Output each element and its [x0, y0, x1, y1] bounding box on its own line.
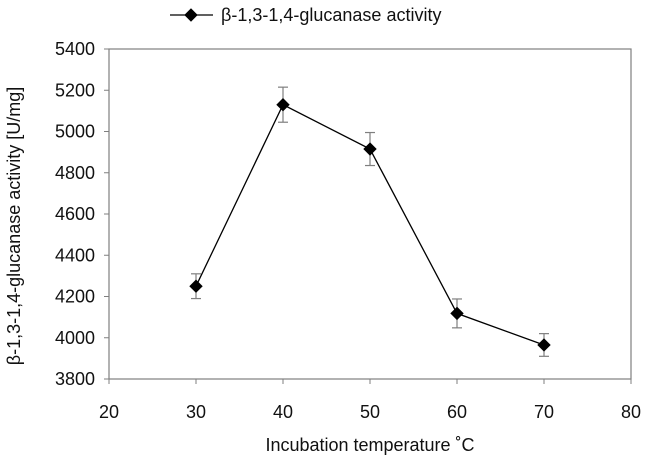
y-tick-label: 4000 [55, 328, 95, 348]
x-axis-ticks: 20 30 40 50 60 70 80 [99, 379, 641, 422]
y-tick-label: 4800 [55, 163, 95, 183]
x-tick-label: 40 [273, 402, 293, 422]
plot-frame-layer [108, 48, 632, 380]
legend-marker [184, 8, 198, 22]
series-layer [189, 86, 551, 357]
y-tick-label: 3800 [55, 369, 95, 389]
y-axis-ticks: 3800 4000 4200 4400 4600 4800 5000 5200 5400 [55, 39, 109, 389]
x-tick-label: 70 [534, 402, 554, 422]
x-tick-label: 30 [186, 402, 206, 422]
y-tick-label: 4600 [55, 204, 95, 224]
x-tick-label: 80 [621, 402, 641, 422]
y-tick-label: 4400 [55, 245, 95, 265]
x-axis-title: Incubation temperature ˚C [265, 435, 474, 455]
y-axis-title: β-1,3-1,4-glucanase activity [U/mg] [4, 87, 24, 365]
x-tick-label: 50 [360, 402, 380, 422]
legend: β-1,3-1,4-glucanase activity [170, 5, 441, 25]
data-point-3 [363, 142, 377, 156]
plot-border [108, 48, 632, 380]
legend-label: β-1,3-1,4-glucanase activity [221, 5, 441, 25]
data-point-5 [537, 338, 551, 352]
data-point-4 [450, 306, 464, 321]
y-tick-label: 4200 [55, 287, 95, 307]
y-tick-label: 5000 [55, 122, 95, 142]
data-point-1 [189, 279, 203, 293]
data-point-2 [276, 97, 290, 112]
x-tick-label: 60 [447, 402, 467, 422]
x-tick-label: 20 [99, 402, 119, 422]
y-tick-label: 5400 [55, 39, 95, 59]
y-tick-label: 5200 [55, 80, 95, 100]
